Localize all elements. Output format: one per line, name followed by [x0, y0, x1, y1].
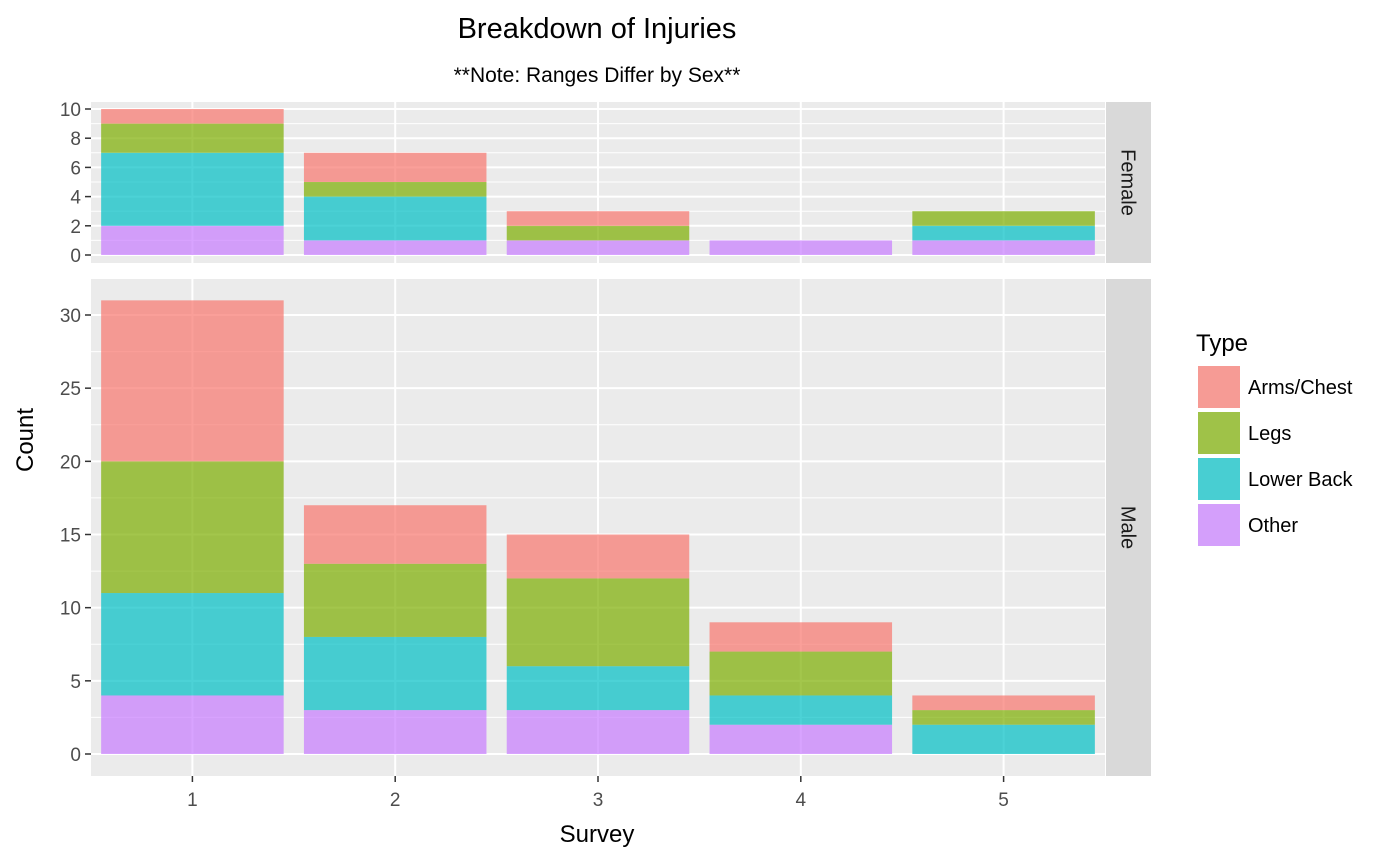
- legend-swatch-other: [1198, 504, 1240, 546]
- y-tick-label: 8: [70, 129, 81, 150]
- y-axis-label: Count: [12, 408, 39, 472]
- legend-swatch-legs: [1198, 412, 1240, 454]
- bar-male-arms-chest-survey-5: [912, 695, 1095, 711]
- bar-male-other-survey-4: [709, 724, 893, 754]
- facet-strip-label: Female: [1117, 149, 1139, 216]
- bar-female-lower-back-survey-1: [101, 152, 284, 226]
- x-tick-label: 5: [998, 790, 1009, 811]
- bar-male-lower-back-survey-1: [101, 593, 284, 696]
- x-tick-label: 2: [390, 790, 401, 811]
- y-tick-label: 10: [60, 100, 81, 121]
- bar-female-arms-chest-survey-3: [506, 211, 690, 226]
- y-tick-label: 2: [70, 217, 81, 238]
- y-tick-label: 4: [70, 188, 81, 209]
- bar-female-other-survey-4: [709, 240, 893, 255]
- bar-male-other-survey-3: [506, 710, 690, 754]
- panel-female: 0 2 4 6 8 10 Female: [60, 100, 1151, 267]
- x-tick-label: 4: [796, 790, 807, 811]
- facet-strip-male: [1106, 279, 1151, 776]
- bar-male-arms-chest-survey-1: [101, 300, 284, 462]
- bar-male-legs-survey-5: [912, 710, 1095, 725]
- bar-female-legs-survey-3: [506, 225, 690, 241]
- x-tick-label: 3: [593, 790, 604, 811]
- bar-female-arms-chest-survey-1: [101, 109, 284, 124]
- chart-subtitle: **Note: Ranges Differ by Sex**: [454, 64, 741, 87]
- legend-label-lower-back: Lower Back: [1248, 469, 1353, 491]
- legend-swatch-lower-back: [1198, 458, 1240, 500]
- bar-male-other-survey-2: [303, 710, 487, 754]
- legend-label-other: Other: [1248, 515, 1298, 537]
- bar-male-lower-back-survey-2: [303, 636, 487, 711]
- legend-label-arms-chest: Arms/Chest: [1248, 377, 1353, 399]
- bar-male-lower-back-survey-5: [912, 724, 1095, 754]
- chart-title: Breakdown of Injuries: [458, 13, 737, 45]
- bar-male-legs-survey-4: [709, 651, 893, 696]
- bar-male-legs-survey-1: [101, 461, 284, 594]
- x-axis-label: Survey: [560, 821, 635, 848]
- panel-male: 0 5 10 15 20 25 30 Male: [60, 279, 1151, 776]
- x-tick-label: 1: [187, 790, 198, 811]
- facet-panels: 0 2 4 6 8 10 Female 0 5 10 15 20 25 30 Male: [60, 100, 1151, 776]
- y-tick-label: 25: [60, 379, 81, 400]
- bar-female-legs-survey-5: [912, 211, 1095, 226]
- bar-male-arms-chest-survey-3: [506, 534, 690, 579]
- bar-male-legs-survey-2: [303, 563, 487, 637]
- facet-strip-label: Male: [1117, 506, 1139, 549]
- y-tick-label: 5: [70, 672, 81, 693]
- y-tick-label: 6: [70, 158, 81, 179]
- bar-male-lower-back-survey-3: [506, 666, 690, 711]
- y-tick-label: 0: [70, 745, 81, 766]
- bar-female-lower-back-survey-5: [912, 225, 1095, 241]
- legend-swatch-arms-chest: [1198, 366, 1240, 408]
- y-tick-label: 15: [60, 526, 81, 547]
- bar-female-arms-chest-survey-2: [303, 152, 487, 182]
- legend-title: Type: [1196, 330, 1248, 357]
- x-axis: 1 2 3 4 5: [187, 776, 1009, 811]
- bar-male-other-survey-1: [101, 695, 284, 754]
- bar-female-other-survey-1: [101, 225, 284, 255]
- y-tick-label: 10: [60, 599, 81, 620]
- facet-strip-female: [1106, 102, 1151, 263]
- bar-female-other-survey-2: [303, 240, 487, 255]
- bar-female-other-survey-3: [506, 240, 690, 255]
- bar-male-lower-back-survey-4: [709, 695, 893, 725]
- bar-male-arms-chest-survey-4: [709, 622, 893, 652]
- bar-female-legs-survey-1: [101, 123, 284, 153]
- bar-female-legs-survey-2: [303, 182, 487, 197]
- y-tick-label: 30: [60, 306, 81, 327]
- bar-male-arms-chest-survey-2: [303, 505, 487, 564]
- bar-male-legs-survey-3: [506, 578, 690, 667]
- bar-female-lower-back-survey-2: [303, 196, 487, 241]
- legend: Type Arms/Chest Legs Lower Back Other: [1196, 330, 1353, 546]
- y-tick-label: 0: [70, 246, 81, 267]
- legend-label-legs: Legs: [1248, 423, 1291, 445]
- bar-female-other-survey-5: [912, 240, 1095, 255]
- y-tick-label: 20: [60, 452, 81, 473]
